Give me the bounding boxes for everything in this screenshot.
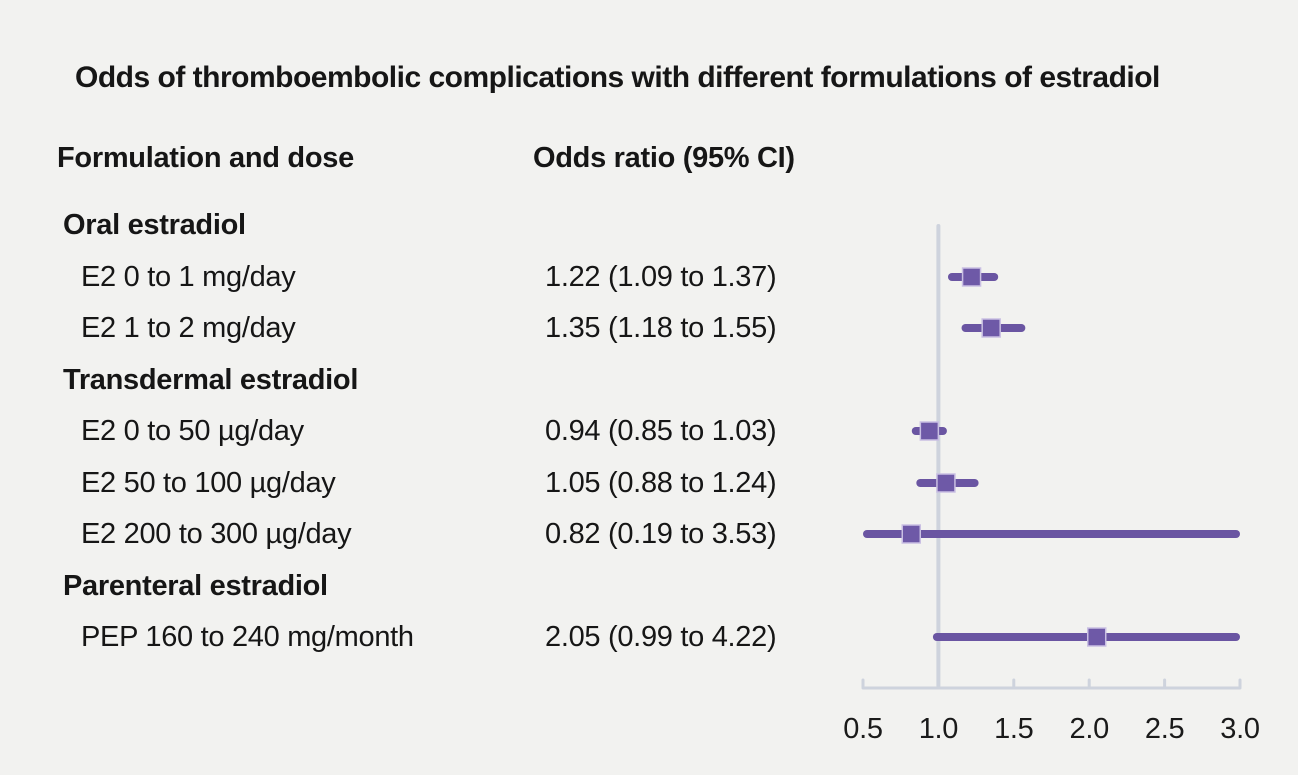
group-row: Oral estradiol xyxy=(0,208,860,242)
point-estimate-marker xyxy=(901,524,922,544)
row-label: E2 1 to 2 mg/day xyxy=(81,312,296,344)
row-label: PEP 160 to 240 mg/month xyxy=(81,621,414,653)
table-row: PEP 160 to 240 mg/month 2.05 (0.99 to 4.2… xyxy=(0,620,860,654)
group-label: Parenteral estradiol xyxy=(63,570,328,602)
figure-title: Odds of thromboembolic complications wit… xyxy=(75,61,1160,94)
x-tick-label: 2.0 xyxy=(1069,713,1108,745)
table-row: E2 200 to 300 µg/day 0.82 (0.19 to 3.53) xyxy=(0,517,860,551)
x-tick-label: 1.0 xyxy=(919,713,958,745)
column-header-formulation: Formulation and dose xyxy=(57,142,354,174)
row-label: E2 50 to 100 µg/day xyxy=(81,467,336,499)
odds-ratio-value: 1.35 (1.18 to 1.55) xyxy=(545,312,777,344)
table-row: E2 50 to 100 µg/day 1.05 (0.88 to 1.24) xyxy=(0,466,860,500)
x-tick-label: 2.5 xyxy=(1145,713,1184,745)
odds-ratio-value: 1.22 (1.09 to 1.37) xyxy=(545,261,777,293)
column-header-odds-ratio: Odds ratio (95% CI) xyxy=(533,142,795,174)
odds-ratio-value: 1.05 (0.88 to 1.24) xyxy=(545,467,777,499)
table-row: E2 0 to 1 mg/day 1.22 (1.09 to 1.37) xyxy=(0,260,860,294)
x-tick-label: 1.5 xyxy=(994,713,1033,745)
table-row: E2 0 to 50 µg/day 0.94 (0.85 to 1.03) xyxy=(0,414,860,448)
x-tick-label: 3.0 xyxy=(1220,713,1259,745)
odds-ratio-value: 0.94 (0.85 to 1.03) xyxy=(545,415,777,447)
odds-ratio-value: 2.05 (0.99 to 4.22) xyxy=(545,621,777,653)
point-estimate-marker xyxy=(981,318,1001,338)
group-row: Transdermal estradiol xyxy=(0,363,860,397)
group-row: Parenteral estradiol xyxy=(0,569,860,603)
x-tick-label: 0.5 xyxy=(843,713,882,745)
row-label: E2 0 to 1 mg/day xyxy=(81,261,296,293)
group-label: Oral estradiol xyxy=(63,209,246,241)
point-estimate-marker xyxy=(1086,627,1107,647)
point-estimate-marker xyxy=(961,267,982,287)
odds-ratio-value: 0.82 (0.19 to 3.53) xyxy=(545,518,777,550)
point-estimate-marker xyxy=(919,421,940,441)
row-label: E2 0 to 50 µg/day xyxy=(81,415,304,447)
row-label: E2 200 to 300 µg/day xyxy=(81,518,352,550)
point-estimate-marker xyxy=(936,473,956,493)
group-label: Transdermal estradiol xyxy=(63,364,359,396)
table-row: E2 1 to 2 mg/day 1.35 (1.18 to 1.55) xyxy=(0,311,860,345)
